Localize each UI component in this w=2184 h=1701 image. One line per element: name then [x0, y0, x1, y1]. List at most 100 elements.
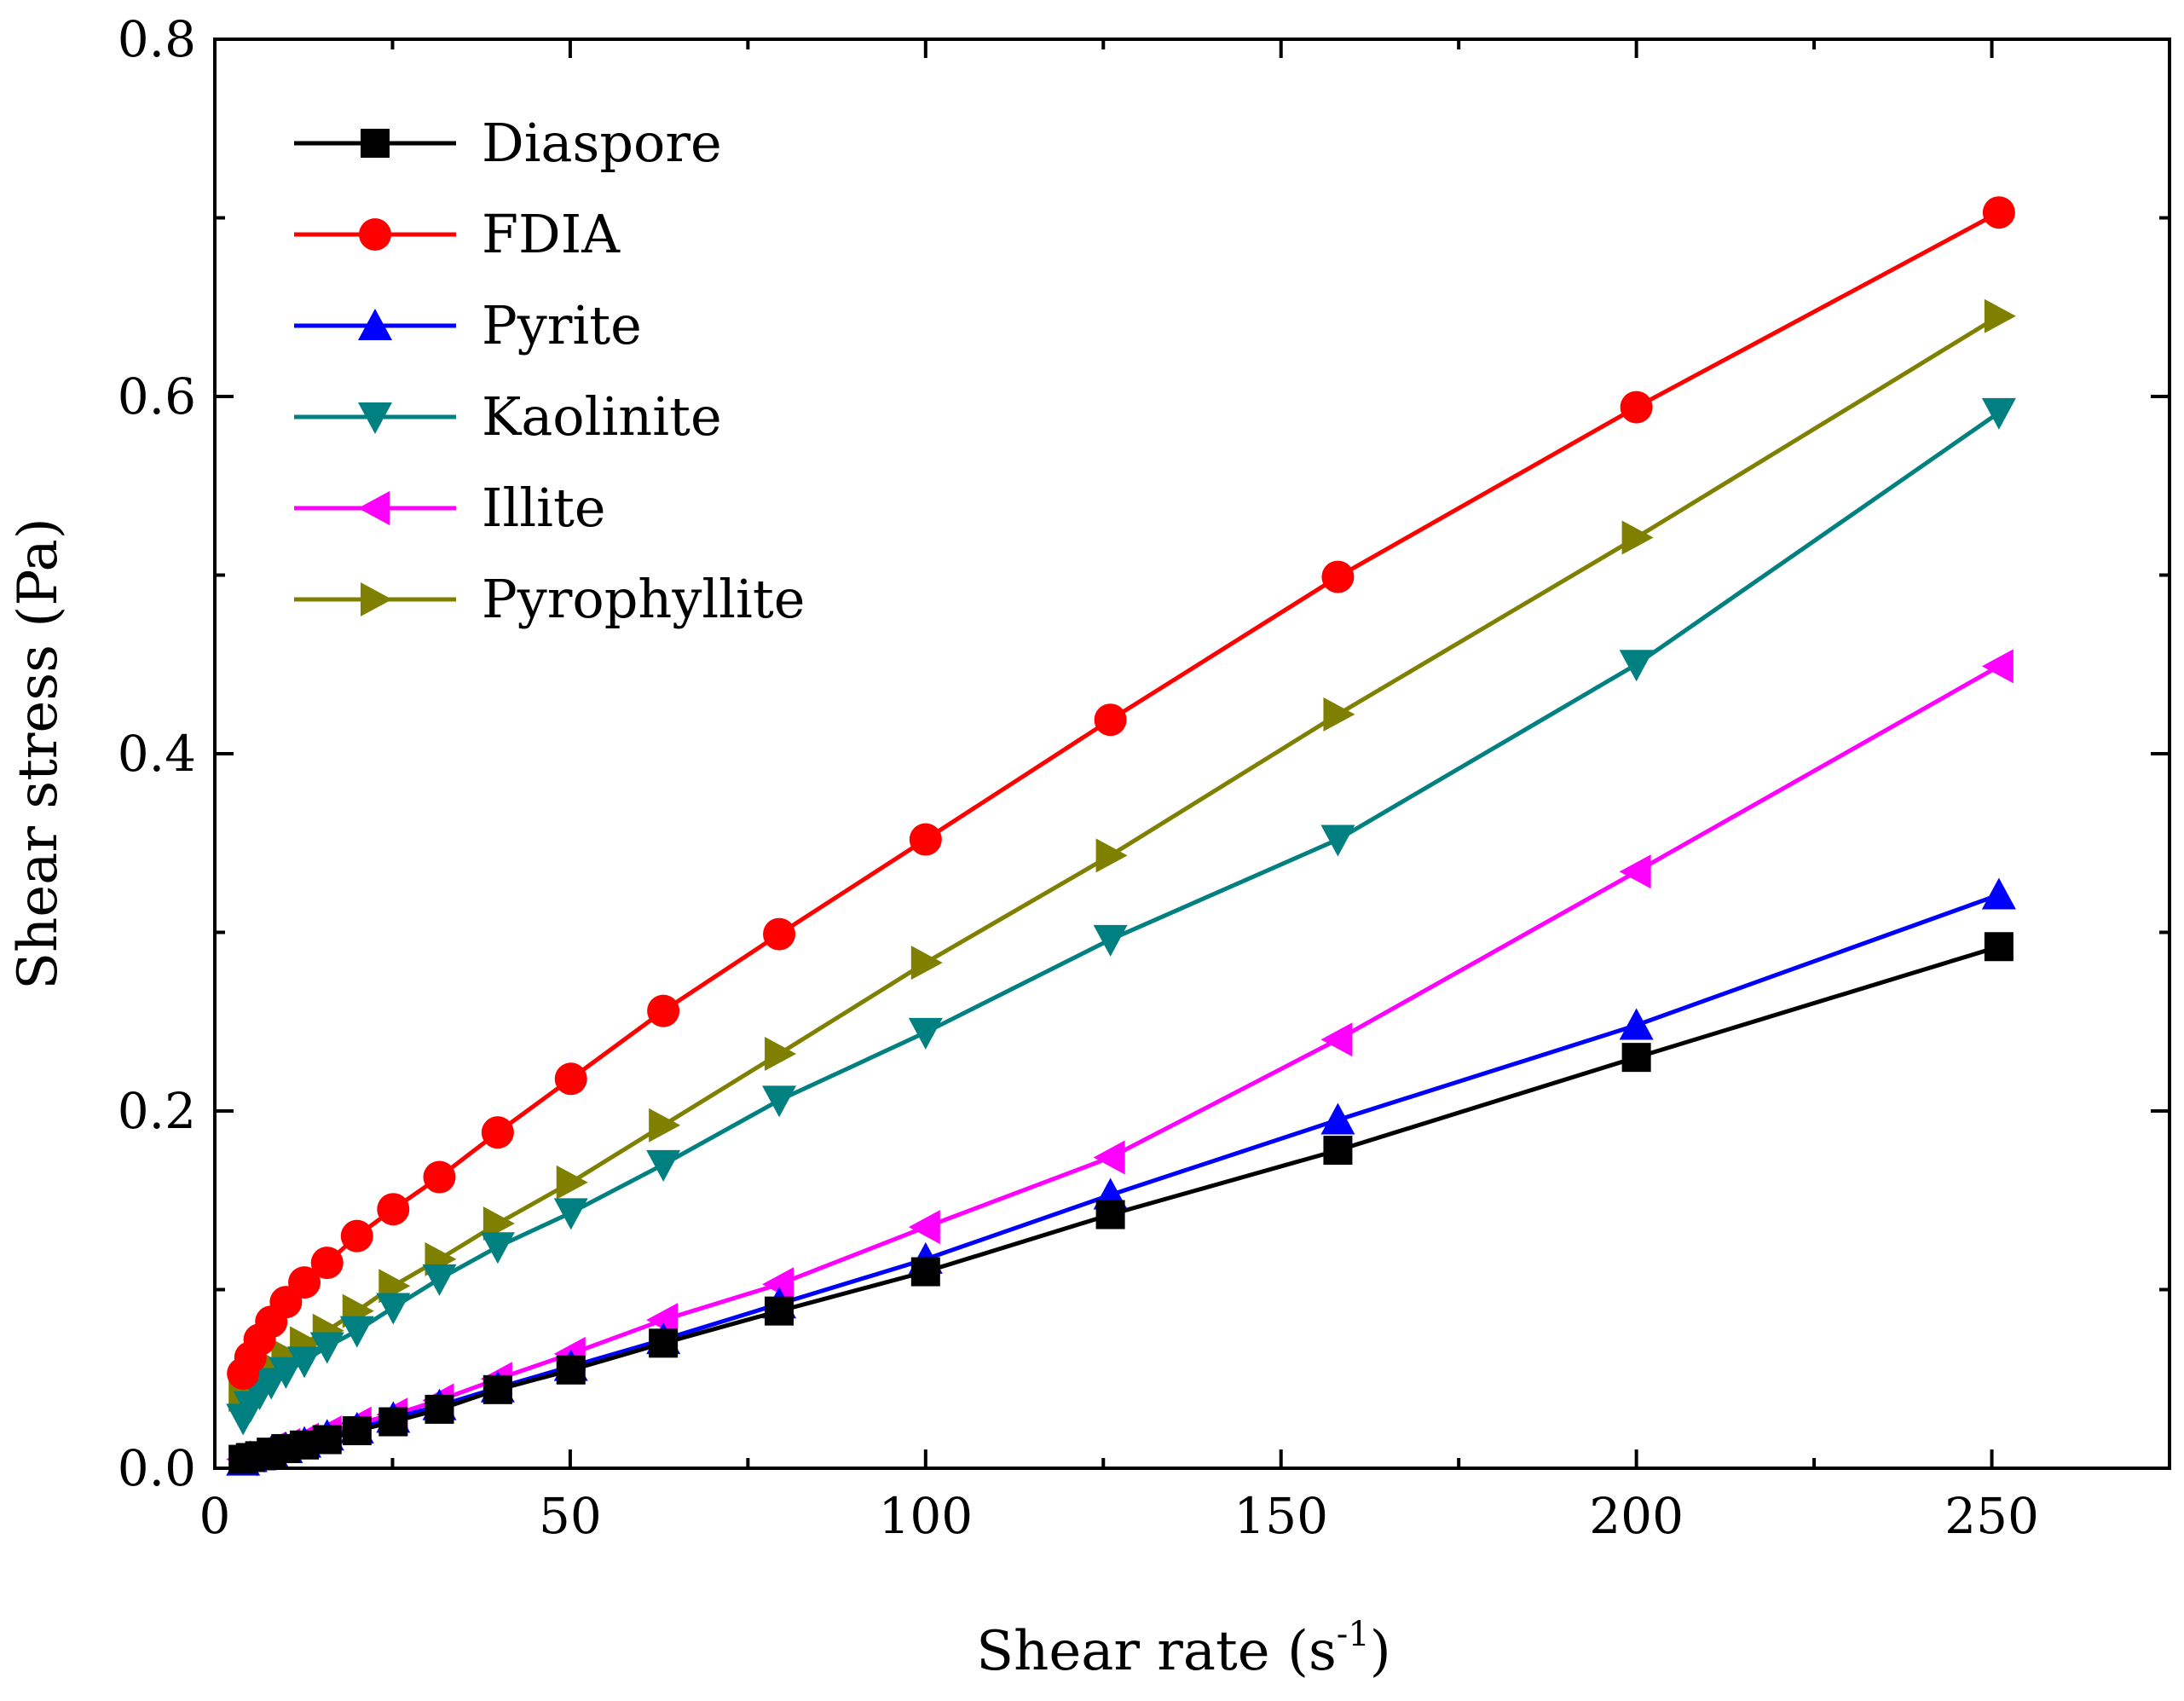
legend-item-illite: Illite: [294, 477, 606, 539]
data-point-fdia: [340, 1219, 373, 1253]
data-point-fdia: [554, 1062, 587, 1096]
x-tick-label: 50: [539, 1487, 602, 1545]
data-point-kaolinite: [553, 1198, 588, 1230]
data-point-fdia: [423, 1160, 456, 1194]
data-point-fdia: [1321, 560, 1355, 593]
y-tick-label: 0.6: [118, 367, 196, 425]
data-point-kaolinite: [908, 1017, 943, 1050]
series-line-illite: [242, 664, 2001, 1461]
data-point-diaspore: [649, 1328, 679, 1358]
data-point-fdia: [1094, 703, 1127, 737]
data-point-diaspore: [910, 1257, 940, 1287]
data-point-pyrophyllite: [649, 1108, 681, 1143]
data-point-kaolinite: [1619, 650, 1654, 682]
data-point-pyrophyllite: [1984, 298, 2016, 333]
data-point-pyrophyllite: [1323, 697, 1355, 732]
legend-marker-pyrite: [358, 309, 392, 340]
data-point-illite: [1093, 1140, 1125, 1175]
data-point-kaolinite: [1981, 397, 2016, 430]
data-point-diaspore: [378, 1407, 408, 1437]
data-point-diaspore: [312, 1425, 342, 1455]
legend-marker-pyrophyllite: [361, 582, 392, 616]
data-point-fdia: [1982, 196, 2015, 229]
data-point-illite: [646, 1303, 679, 1338]
data-point-kaolinite: [762, 1085, 797, 1118]
x-tick-label: 0: [199, 1487, 231, 1545]
legend-label-kaolinite: Kaolinite: [482, 385, 722, 448]
data-point-fdia: [310, 1247, 344, 1280]
series-kaolinite: [226, 397, 2016, 1436]
data-point-pyrophyllite: [910, 946, 943, 981]
y-tick-label: 0.0: [118, 1439, 196, 1497]
data-point-diaspore: [482, 1374, 512, 1404]
data-point-pyrophyllite: [765, 1036, 797, 1071]
data-point-illite: [1320, 1022, 1353, 1057]
legend-marker-diaspore: [361, 129, 390, 158]
data-point-kaolinite: [376, 1293, 411, 1325]
x-axis-title: Shear rate (s-1): [976, 1615, 1390, 1683]
y-axis-title: Shear stress (Pa): [7, 518, 70, 989]
legend-item-pyrite: Pyrite: [294, 294, 642, 356]
series-fdia: [227, 196, 2015, 1390]
legend-marker-kaolinite: [358, 402, 392, 434]
x-axis-title-close: ): [1370, 1620, 1391, 1683]
data-point-fdia: [763, 917, 796, 951]
y-tick-label: 0.4: [118, 725, 196, 783]
plot-marks: [226, 196, 2016, 1477]
data-point-kaolinite: [339, 1316, 374, 1348]
legend-item-pyrophyllite: Pyrophyllite: [294, 568, 805, 630]
data-point-illite: [908, 1210, 940, 1245]
series-illite: [226, 649, 2014, 1477]
legend-label-pyrophyllite: Pyrophyllite: [482, 568, 805, 630]
data-point-diaspore: [1621, 1043, 1651, 1073]
legend-label-fdia: FDIA: [482, 203, 621, 265]
data-point-pyrophyllite: [1095, 838, 1128, 873]
data-point-illite: [1619, 854, 1651, 889]
series-pyrophyllite: [228, 298, 2016, 1413]
data-point-kaolinite: [1320, 824, 1355, 857]
legend-label-illite: Illite: [482, 477, 606, 539]
data-point-fdia: [1620, 391, 1653, 424]
y-tick-label: 0.2: [118, 1082, 196, 1140]
data-point-pyrite: [1320, 1102, 1355, 1135]
y-tick-label: 0.8: [118, 10, 196, 68]
data-point-fdia: [377, 1193, 410, 1226]
data-point-illite: [762, 1267, 794, 1302]
data-point-fdia: [481, 1116, 514, 1149]
legend-marker-illite: [358, 491, 390, 525]
x-tick-label: 150: [1234, 1487, 1328, 1545]
data-point-kaolinite: [287, 1346, 322, 1379]
legend-item-fdia: FDIA: [294, 203, 621, 265]
data-point-diaspore: [1984, 932, 2014, 962]
data-point-kaolinite: [646, 1149, 681, 1182]
data-point-fdia: [647, 994, 680, 1027]
x-tick-label: 100: [878, 1487, 973, 1545]
x-tick-label: 250: [1944, 1487, 2039, 1545]
data-point-diaspore: [425, 1394, 454, 1424]
x-tick-label: 200: [1589, 1487, 1684, 1545]
x-axis-title-main: Shear rate (s: [976, 1620, 1337, 1683]
data-point-kaolinite: [422, 1264, 457, 1296]
data-point-illite: [1981, 649, 2014, 684]
series-line-kaolinite: [241, 410, 2001, 1420]
legend-label-pyrite: Pyrite: [482, 294, 642, 356]
legend-marker-fdia: [359, 218, 391, 251]
data-point-kaolinite: [309, 1332, 344, 1364]
legend: Diaspore FDIA Pyrite Kaolinite Illite Pyrophy…: [294, 112, 805, 630]
data-point-diaspore: [765, 1296, 794, 1326]
data-point-fdia: [909, 823, 942, 856]
data-point-pyrite: [1981, 877, 2016, 910]
data-point-pyrophyllite: [482, 1206, 515, 1241]
legend-item-diaspore: Diaspore: [294, 112, 722, 174]
data-point-pyrophyllite: [1621, 520, 1654, 555]
legend-label-diaspore: Diaspore: [482, 112, 722, 174]
data-point-kaolinite: [1093, 924, 1128, 957]
data-point-pyrophyllite: [556, 1165, 588, 1200]
data-point-kaolinite: [480, 1232, 515, 1264]
axis-ticks: 0 50 100 150 200 250 0.0 0.2 0.4 0.6 0.8: [118, 10, 2170, 1545]
data-point-diaspore: [1095, 1200, 1125, 1229]
data-point-diaspore: [556, 1355, 586, 1385]
legend-item-kaolinite: Kaolinite: [294, 385, 722, 448]
series-diaspore: [228, 932, 2014, 1474]
